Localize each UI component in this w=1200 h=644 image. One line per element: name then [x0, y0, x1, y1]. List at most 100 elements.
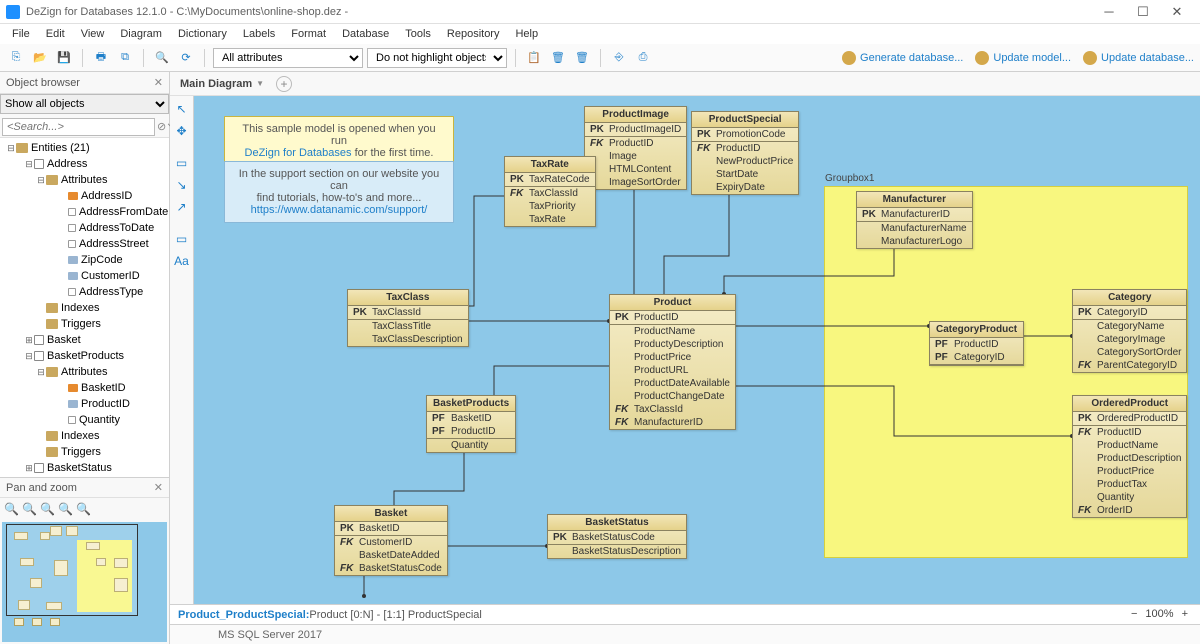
copy-icon[interactable]: ⧉ [115, 48, 135, 68]
tree-node[interactable]: ⊟Attributes [0, 364, 169, 380]
close-button[interactable]: ✕ [1160, 1, 1194, 23]
zoom-in-icon[interactable]: 🔍 [4, 502, 18, 516]
tree-node[interactable]: AddressID [0, 188, 169, 204]
gear-icon [842, 51, 856, 65]
maximize-button[interactable]: ☐ [1126, 1, 1160, 23]
zoom-fit-icon[interactable]: 🔍 [40, 502, 54, 516]
tree-node[interactable]: AddressType [0, 284, 169, 300]
close-panel-icon[interactable]: ✕ [154, 76, 163, 89]
tree-node[interactable]: Indexes [0, 428, 169, 444]
menu-labels[interactable]: Labels [235, 26, 283, 42]
align-icon[interactable]: ⎆ [609, 48, 629, 68]
relation-infobar: Product_ProductSpecial: Product [0:N] - … [170, 604, 1200, 624]
tree-node[interactable]: ⊟Attributes [0, 172, 169, 188]
text-tool-icon[interactable]: Aa [173, 252, 191, 270]
entity-basketstatus[interactable]: BasketStatusPKBasketStatusCodeBasketStat… [547, 514, 687, 559]
clipboard-icon[interactable]: 📋 [524, 48, 544, 68]
tree-node[interactable]: AddressStreet [0, 236, 169, 252]
zoom-plus-button[interactable]: + [1182, 608, 1188, 620]
menu-repository[interactable]: Repository [439, 26, 508, 42]
entity-product[interactable]: ProductPKProductIDProductNameProductyDes… [609, 294, 736, 430]
menu-dictionary[interactable]: Dictionary [170, 26, 235, 42]
diagram-tabbar: Main Diagram▼ + [170, 72, 1200, 96]
tree-node[interactable]: ⊞BasketStatus [0, 460, 169, 476]
toolbar: ⎘ 📂 💾 🖶 ⧉ 🔍 ⟳ All attributes Do not high… [0, 44, 1200, 72]
menu-format[interactable]: Format [283, 26, 334, 42]
titlebar: DeZign for Databases 12.1.0 - C:\MyDocum… [0, 0, 1200, 24]
tree-node[interactable]: ProductID [0, 396, 169, 412]
diagram-canvas[interactable]: This sample model is opened when you run… [194, 96, 1200, 604]
note-tool-icon[interactable]: ▭ [173, 230, 191, 248]
tree-node[interactable]: Triggers [0, 316, 169, 332]
entity-taxclass[interactable]: TaxClassPKTaxClassIdTaxClassTitleTaxClas… [347, 289, 469, 347]
sample-note[interactable]: This sample model is opened when you run… [224, 116, 454, 166]
support-note[interactable]: In the support section on our website yo… [224, 161, 454, 223]
support-link[interactable]: https://www.datanamic.com/support/ [251, 204, 428, 216]
pointer-tool-icon[interactable]: ↖ [173, 100, 191, 118]
entity-taxrate[interactable]: TaxRatePKTaxRateCodeFKTaxClassIdTaxPrior… [504, 156, 596, 227]
delete-icon[interactable]: 🗑 [548, 48, 568, 68]
entity-categoryproduct[interactable]: CategoryProductPFProductIDPFCategoryID [929, 321, 1024, 366]
entity-orderedproduct[interactable]: OrderedProductPKOrderedProductIDFKProduc… [1072, 395, 1187, 518]
update-database-link[interactable]: Update database... [1083, 51, 1194, 65]
add-tab-button[interactable]: + [276, 76, 292, 92]
minimize-button[interactable]: ─ [1092, 1, 1126, 23]
layout-icon[interactable]: ⎙ [633, 48, 653, 68]
update-model-link[interactable]: Update model... [975, 51, 1071, 65]
menu-diagram[interactable]: Diagram [112, 26, 170, 42]
menu-view[interactable]: View [73, 26, 113, 42]
entity-manufacturer[interactable]: ManufacturerPKManufacturerIDManufacturer… [856, 191, 973, 249]
tree-node[interactable]: AddressToDate [0, 220, 169, 236]
minimap[interactable] [2, 522, 167, 642]
close-panzoom-icon[interactable]: ✕ [154, 481, 163, 494]
tree-node[interactable]: Indexes [0, 300, 169, 316]
refresh-icon[interactable]: ⟳ [176, 48, 196, 68]
entity-productspecial[interactable]: ProductSpecialPKPromotionCodeFKProductID… [691, 111, 799, 195]
menu-help[interactable]: Help [507, 26, 546, 42]
object-browser-panel: Object browser ✕ Show all objects ⊘ ↘ ⊟E… [0, 72, 170, 644]
tree-node[interactable]: AddressFromDate [0, 204, 169, 220]
relation2-tool-icon[interactable]: ↗ [173, 198, 191, 216]
tree-node[interactable]: Quantity [0, 412, 169, 428]
statusbar: MS SQL Server 2017 [170, 624, 1200, 644]
tree-node[interactable]: ⊞Basket [0, 332, 169, 348]
entity-basket[interactable]: BasketPKBasketIDFKCustomerIDBasketDateAd… [334, 505, 448, 576]
search-input[interactable] [2, 118, 155, 136]
menu-edit[interactable]: Edit [38, 26, 73, 42]
entity-productimage[interactable]: ProductImagePKProductImageIDFKProductIDI… [584, 106, 687, 190]
zoom-minus-button[interactable]: − [1131, 608, 1137, 620]
main-diagram-tab[interactable]: Main Diagram▼ [176, 75, 268, 93]
object-tree[interactable]: ⊟Entities (21)⊟Address⊟AttributesAddress… [0, 138, 169, 477]
open-icon[interactable]: 📂 [30, 48, 50, 68]
clear-search-icon[interactable]: ⊘ [157, 120, 166, 133]
search-icon[interactable]: 🔍 [152, 48, 172, 68]
zoom-level: 100% [1145, 608, 1173, 620]
highlight-combo[interactable]: Do not highlight objects [367, 48, 507, 68]
app-icon [6, 5, 20, 19]
new-icon[interactable]: ⎘ [6, 48, 26, 68]
menu-database[interactable]: Database [334, 26, 397, 42]
entity-category[interactable]: CategoryPKCategoryIDCategoryNameCategory… [1072, 289, 1187, 373]
tree-node[interactable]: ZipCode [0, 252, 169, 268]
move-tool-icon[interactable]: ✥ [173, 122, 191, 140]
menu-tools[interactable]: Tools [397, 26, 439, 42]
menu-file[interactable]: File [4, 26, 38, 42]
dezign-link[interactable]: DeZign for Databases [245, 147, 352, 159]
tree-node[interactable]: ⊟Address [0, 156, 169, 172]
tree-node[interactable]: ⊟BasketProducts [0, 348, 169, 364]
save-icon[interactable]: 💾 [54, 48, 74, 68]
tree-node[interactable]: BasketID [0, 380, 169, 396]
print-icon[interactable]: 🖶 [91, 48, 111, 68]
entity-tool-icon[interactable]: ▭ [173, 154, 191, 172]
tree-node[interactable]: Triggers [0, 444, 169, 460]
trash-icon[interactable]: 🗑 [572, 48, 592, 68]
tree-node[interactable]: CustomerID [0, 268, 169, 284]
attributes-combo[interactable]: All attributes [213, 48, 363, 68]
generate-database-link[interactable]: Generate database... [842, 51, 963, 65]
relation-tool-icon[interactable]: ↘ [173, 176, 191, 194]
zoom-100-icon[interactable]: 🔍 [58, 502, 72, 516]
show-filter-combo[interactable]: Show all objects [0, 94, 169, 114]
entity-basketproducts[interactable]: BasketProductsPFBasketIDPFProductIDQuant… [426, 395, 516, 453]
zoom-out-icon[interactable]: 🔍 [22, 502, 36, 516]
zoom-sel-icon[interactable]: 🔍 [76, 502, 90, 516]
